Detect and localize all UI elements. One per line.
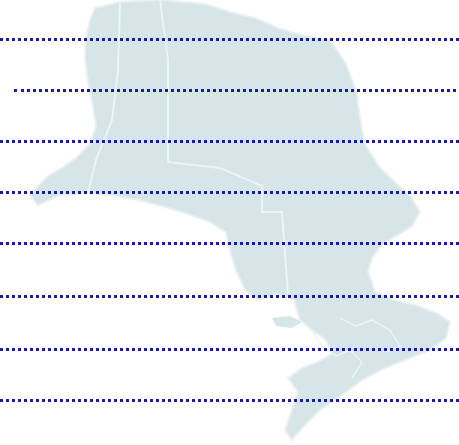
dotted-line (14, 89, 456, 92)
dotted-line (0, 191, 459, 194)
district-border (87, 1, 121, 194)
dotted-line (0, 295, 459, 298)
dotted-line (0, 140, 459, 143)
dotted-line (0, 399, 459, 402)
dotted-line (0, 348, 459, 351)
district-border (311, 329, 363, 379)
dotted-line (0, 38, 459, 41)
island (272, 316, 302, 328)
district-border (159, 0, 289, 295)
ontario-region (28, 0, 452, 442)
dotted-line (0, 242, 459, 245)
district-border (339, 317, 402, 353)
